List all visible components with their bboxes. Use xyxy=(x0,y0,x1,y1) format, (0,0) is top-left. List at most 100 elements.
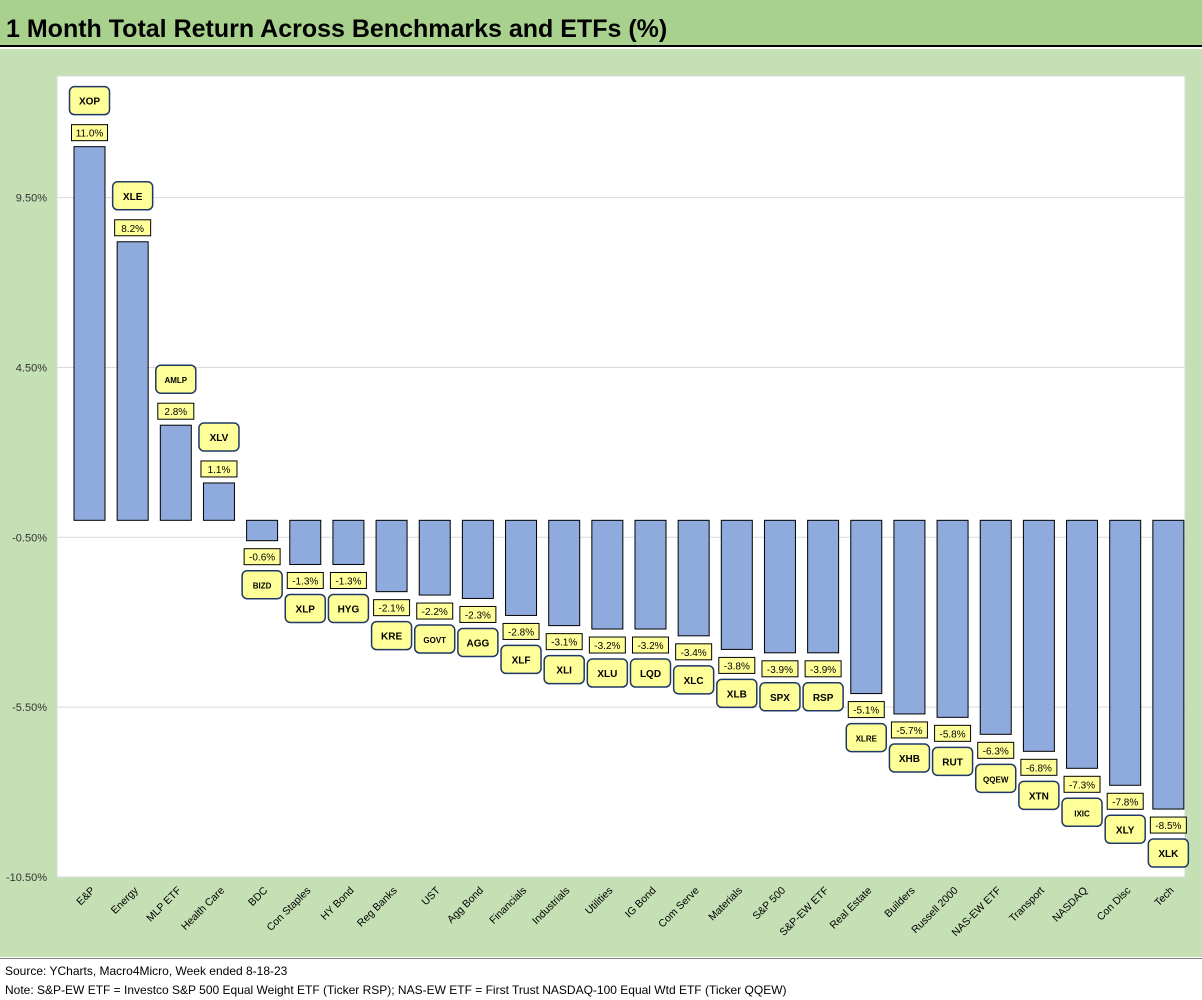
x-tick-label: Reg Banks xyxy=(355,885,400,930)
ticker-label-box xyxy=(974,763,1017,794)
value-label: -3.9% xyxy=(767,665,793,676)
bar xyxy=(548,519,581,627)
ticker-label: XLK xyxy=(1158,849,1179,860)
value-label-box xyxy=(804,660,842,678)
ticker-label-box xyxy=(629,658,672,688)
value-label: -5.1% xyxy=(853,706,879,717)
x-tick-label: E&P xyxy=(74,885,97,908)
value-label-box xyxy=(114,219,152,237)
value-label: -3.2% xyxy=(594,641,620,652)
value-label: -3.8% xyxy=(724,661,750,672)
value-label: -3.1% xyxy=(551,638,577,649)
ticker-label: RUT xyxy=(942,757,963,768)
ticker-label-box xyxy=(327,593,370,624)
value-label: -5.7% xyxy=(896,726,922,737)
bar xyxy=(893,519,926,715)
bar-chart: 9.50% 4.50% -0.50% -5.50% -10.50% 11.0% XOP 8.… xyxy=(6,75,1190,939)
ticker-label-box xyxy=(111,181,154,211)
x-tick-label: Health Care xyxy=(179,885,227,933)
value-label: -2.2% xyxy=(422,607,448,618)
ticker-label-box xyxy=(284,593,327,624)
bar xyxy=(289,519,322,565)
ticker-label-box xyxy=(931,746,974,777)
ticker-label-box xyxy=(68,85,111,116)
ticker-label: HYG xyxy=(338,604,360,615)
x-tick-label: Utilities xyxy=(583,885,615,917)
x-tick-label: HY Bond xyxy=(318,885,356,923)
x-tick-label: Tech xyxy=(1152,885,1176,909)
value-label-box xyxy=(890,721,928,739)
ticker-label: XLE xyxy=(123,192,143,203)
ticker-label: XLY xyxy=(1116,825,1135,836)
ticker-label: XOP xyxy=(79,97,100,108)
value-label: 11.0% xyxy=(76,129,104,140)
x-tick-label: Con Staples xyxy=(264,885,313,934)
value-label-box xyxy=(1063,775,1101,793)
bar xyxy=(116,241,149,521)
ticker-label: XHB xyxy=(899,754,920,765)
bar xyxy=(418,519,451,596)
ticker-label-box xyxy=(198,422,240,452)
x-tick-label: Transport xyxy=(1007,885,1047,925)
value-label-box xyxy=(847,701,885,719)
ticker-label-box xyxy=(543,654,585,685)
bar xyxy=(159,424,192,521)
ticker-label: LQD xyxy=(640,669,661,680)
value-label: -2.3% xyxy=(465,610,491,621)
ticker-label-box xyxy=(413,624,456,654)
value-label-box xyxy=(459,605,497,623)
value-label-box xyxy=(977,741,1015,759)
ticker-label: XLRE xyxy=(856,735,878,744)
bar xyxy=(634,519,667,630)
ticker-label-box xyxy=(155,364,197,394)
x-tick-label: Financials xyxy=(487,885,529,927)
ticker-label: AMLP xyxy=(164,376,187,385)
bar xyxy=(1152,519,1185,810)
ticker-label-box xyxy=(802,682,844,712)
value-label: -8.5% xyxy=(1155,821,1181,832)
ticker-label-box xyxy=(370,620,413,651)
bar xyxy=(979,519,1012,735)
ticker-label: XTN xyxy=(1029,791,1049,802)
value-label-box xyxy=(157,402,195,420)
ticker-label: KRE xyxy=(381,632,402,643)
value-label-box xyxy=(1106,792,1144,810)
value-label-box xyxy=(329,571,367,589)
x-tick-label: MLP ETF xyxy=(144,885,184,925)
value-label-box xyxy=(675,643,713,661)
x-tick-label: Builders xyxy=(882,885,917,920)
ticker-label: XLU xyxy=(597,669,617,680)
data-labels: 11.0% XOP 8.2% XLE 2.8% AMLP 1.1% XLV -0.6% BIZD -… xyxy=(68,85,1190,868)
value-label-box xyxy=(632,636,669,654)
bar xyxy=(332,519,365,565)
bar xyxy=(246,519,279,542)
bar xyxy=(375,519,408,593)
value-label: -2.1% xyxy=(379,604,405,615)
ticker-label-box xyxy=(716,678,758,709)
bar xyxy=(461,519,494,599)
ticker-label: XLF xyxy=(512,655,531,666)
value-label: -1.3% xyxy=(292,576,318,587)
bar xyxy=(1109,519,1142,786)
value-label: -2.8% xyxy=(508,627,534,638)
ticker-label: RSP xyxy=(813,693,834,704)
value-label-box xyxy=(416,602,454,620)
value-label: -7.8% xyxy=(1112,797,1138,808)
y-tick-label: 9.50% xyxy=(16,193,47,205)
ticker-label-box xyxy=(500,644,542,675)
y-tick-label: 4.50% xyxy=(16,362,47,374)
ticker-label: XLI xyxy=(556,666,572,677)
x-tick-label: S&P 500 xyxy=(750,885,788,923)
value-label-box xyxy=(1020,758,1058,776)
ticker-label: XLV xyxy=(210,433,229,444)
bar xyxy=(591,519,624,630)
value-label: 1.1% xyxy=(208,465,231,476)
value-label-box xyxy=(71,124,108,142)
value-label: -7.3% xyxy=(1069,780,1095,791)
bar xyxy=(807,519,840,654)
x-tick-label: BDC xyxy=(246,884,270,908)
bar xyxy=(505,519,538,616)
bar xyxy=(936,519,969,718)
bar xyxy=(720,519,753,650)
